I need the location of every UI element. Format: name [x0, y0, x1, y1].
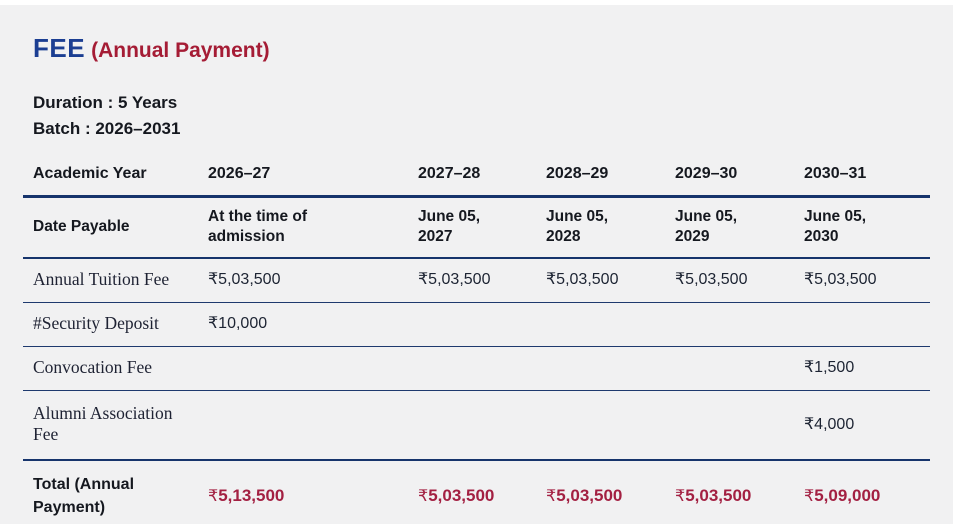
- rupee-symbol: ₹: [418, 487, 429, 505]
- table-row-alumni-association-fee: Alumni Association Fee ₹4,000: [23, 390, 930, 461]
- fee-amount: [675, 302, 804, 347]
- fee-amount: ₹4,000: [804, 390, 930, 461]
- total-amount: ₹5,13,500: [208, 485, 285, 505]
- fee-amount: ₹5,03,500: [804, 257, 930, 303]
- fee-amount: [675, 346, 804, 391]
- fee-amount: ₹1,500: [804, 346, 930, 391]
- duration-text: Duration : 5 Years: [33, 93, 178, 113]
- fee-amount: ₹5,03,500: [546, 257, 675, 303]
- fee-amount: [546, 390, 675, 461]
- date-payable-value: June 05, 2028: [546, 208, 609, 245]
- fee-amount: [208, 346, 418, 391]
- rupee-symbol: ₹: [804, 487, 815, 505]
- row-label: #Security Deposit: [23, 302, 208, 347]
- fee-amount: [546, 346, 675, 391]
- program-meta: Duration : 5 Years Batch : 2026–2031: [33, 90, 930, 141]
- batch-text: Batch : 2026–2031: [33, 118, 181, 138]
- fee-amount: [418, 302, 546, 347]
- fee-amount: ₹5,03,500: [208, 257, 418, 303]
- table-row-annual-tuition-fee: Annual Tuition Fee ₹5,03,500 ₹5,03,500 ₹…: [23, 257, 930, 303]
- row-label: Convocation Fee: [23, 346, 208, 391]
- fee-amount: [208, 390, 418, 461]
- year-header: 2029–30: [675, 157, 804, 199]
- row-label: Annual Tuition Fee: [23, 257, 208, 303]
- fee-amount: [418, 346, 546, 391]
- year-header: 2030–31: [804, 157, 930, 199]
- fee-table: Academic Year 2026–27 2027–28 2028–29 20…: [23, 157, 930, 524]
- fee-amount: ₹10,000: [208, 302, 418, 347]
- rupee-symbol: ₹: [208, 487, 219, 505]
- date-payable-value: June 05, 2030: [804, 208, 867, 245]
- fee-content: FEE (Annual Payment) Duration : 5 Years B…: [0, 29, 953, 524]
- table-row-academic-year: Academic Year 2026–27 2027–28 2028–29 20…: [23, 157, 930, 199]
- date-payable-value: At the time of admission: [208, 208, 308, 245]
- fee-amount: ₹5,03,500: [418, 257, 546, 303]
- fee-amount: ₹5,03,500: [675, 257, 804, 303]
- total-amount: ₹5,03,500: [546, 485, 623, 505]
- fee-amount: [804, 302, 930, 347]
- total-amount: ₹5,03,500: [418, 485, 495, 505]
- total-amount: ₹5,03,500: [675, 485, 752, 505]
- date-payable-value: June 05, 2027: [418, 208, 481, 245]
- table-row-security-deposit: #Security Deposit ₹10,000: [23, 302, 930, 347]
- rupee-symbol: ₹: [675, 487, 686, 505]
- date-payable-value: June 05, 2029: [675, 208, 738, 245]
- title-annual-payment: (Annual Payment): [91, 39, 270, 62]
- year-header: 2026–27: [208, 157, 418, 199]
- year-header: 2027–28: [418, 157, 546, 199]
- fee-amount: [675, 390, 804, 461]
- year-header: 2028–29: [546, 157, 675, 199]
- fee-amount: [418, 390, 546, 461]
- academic-year-header: Academic Year: [23, 157, 208, 199]
- table-row-total: Total (Annual Payment) ₹5,13,500 ₹5,03,5…: [23, 459, 930, 524]
- total-label: Total (Annual Payment): [33, 475, 135, 517]
- table-row-date-payable: Date Payable At the time of admission Ju…: [23, 196, 930, 259]
- fee-amount: [546, 302, 675, 347]
- rupee-symbol: ₹: [546, 487, 557, 505]
- total-amount: ₹5,09,000: [804, 485, 881, 505]
- row-label: Alumni Association Fee: [23, 390, 208, 461]
- title-fee: FEE: [33, 33, 86, 63]
- table-row-convocation-fee: Convocation Fee ₹1,500: [23, 346, 930, 391]
- page-title: FEE (Annual Payment): [33, 29, 930, 64]
- date-payable-header: Date Payable: [23, 196, 208, 259]
